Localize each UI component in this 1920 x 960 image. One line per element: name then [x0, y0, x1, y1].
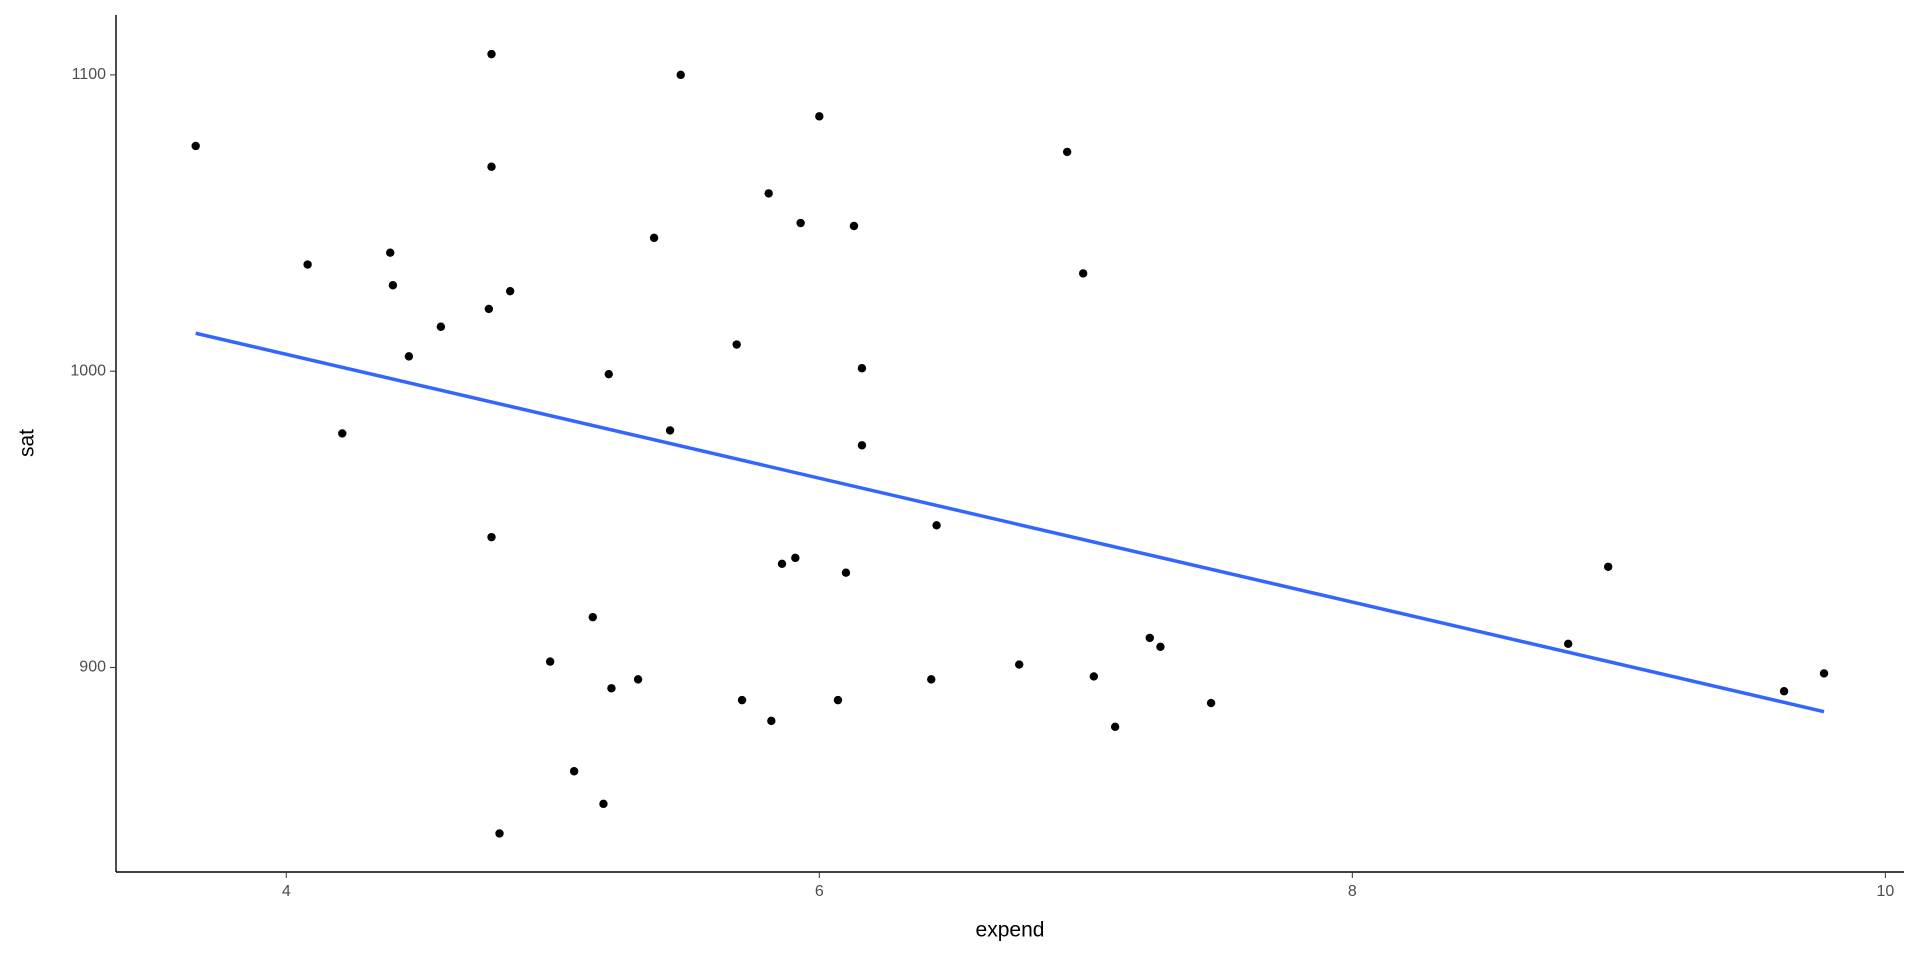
- point: [927, 675, 936, 684]
- y-tick-label: 1100: [72, 66, 107, 83]
- point: [777, 559, 787, 569]
- x-tick-label: 6: [815, 883, 824, 900]
- x-tick-label: 10: [1876, 883, 1894, 900]
- point: [1110, 722, 1120, 731]
- y-axis-title: sat: [16, 429, 39, 457]
- point: [1145, 633, 1154, 643]
- x-tick-label: 8: [1348, 883, 1357, 900]
- point: [436, 322, 446, 331]
- x-axis-title: expend: [976, 919, 1045, 942]
- point: [1206, 698, 1216, 708]
- point: [487, 162, 496, 171]
- point: [303, 260, 312, 269]
- point: [1156, 642, 1165, 651]
- point: [767, 716, 776, 726]
- point: [487, 532, 496, 542]
- point: [1014, 660, 1024, 669]
- point: [1564, 639, 1573, 649]
- y-tick-label: 900: [79, 659, 106, 676]
- point: [732, 340, 741, 349]
- point: [588, 612, 597, 622]
- point: [857, 441, 867, 450]
- point: [764, 189, 773, 198]
- point: [191, 141, 200, 151]
- point: [545, 657, 555, 666]
- point: [857, 364, 867, 373]
- point: [633, 675, 643, 684]
- point: [505, 286, 515, 296]
- point: [404, 352, 414, 361]
- point: [338, 429, 347, 438]
- point: [665, 426, 675, 435]
- x-tick-label: 4: [282, 883, 291, 900]
- point: [932, 521, 941, 530]
- point: [1089, 672, 1099, 681]
- point: [604, 369, 613, 379]
- point: [737, 695, 747, 705]
- point: [388, 281, 398, 290]
- point: [676, 70, 685, 80]
- point: [796, 218, 805, 228]
- point: [607, 684, 616, 693]
- point: [487, 49, 496, 59]
- trend-line: [195, 331, 1825, 714]
- point: [1078, 269, 1088, 278]
- point: [815, 112, 824, 121]
- point: [599, 799, 608, 809]
- y-tick-label: 1000: [70, 362, 106, 379]
- point: [495, 829, 504, 838]
- point: [849, 221, 859, 231]
- point: [1819, 669, 1829, 678]
- point: [1603, 562, 1613, 571]
- point: [841, 568, 851, 577]
- point: [649, 233, 659, 243]
- point: [791, 553, 800, 563]
- point: [569, 767, 579, 776]
- point: [386, 248, 395, 257]
- point: [1062, 147, 1072, 157]
- point: [833, 695, 843, 705]
- point: [484, 304, 494, 314]
- point: [1779, 687, 1789, 696]
